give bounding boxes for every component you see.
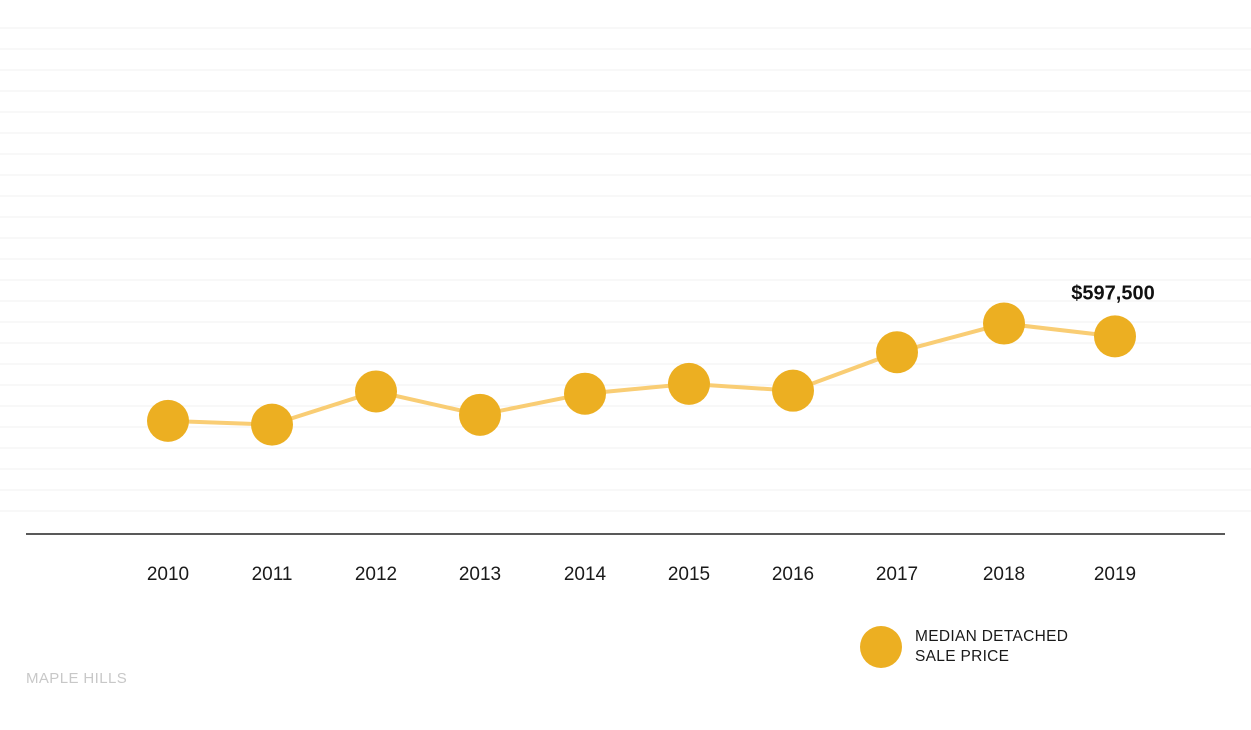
x-tick-label: 2012 — [355, 564, 397, 585]
data-point — [1094, 315, 1136, 358]
data-points — [147, 302, 1136, 446]
x-tick-label: 2013 — [459, 564, 501, 585]
x-tick-label: 2010 — [147, 564, 189, 585]
x-tick-label: 2014 — [564, 564, 607, 585]
data-point — [772, 369, 814, 412]
x-tick-label: 2017 — [876, 564, 918, 585]
legend-label: MEDIAN DETACHED SALE PRICE — [915, 627, 1090, 667]
legend-label-line1: MEDIAN DETACHED — [915, 628, 1069, 645]
data-point — [876, 331, 918, 374]
x-tick-labels: 2010 2011 2012 2013 2014 2015 2016 2017 2018 2019 — [147, 564, 1136, 585]
x-tick-label: 2015 — [668, 564, 710, 585]
data-label: $597,500 — [1071, 282, 1154, 304]
legend-marker-icon — [860, 626, 902, 668]
data-point — [147, 399, 189, 442]
legend-label-line2: SALE PRICE — [915, 648, 1010, 665]
legend: MEDIAN DETACHED SALE PRICE — [860, 626, 1090, 668]
grid-lines — [0, 27, 1251, 512]
data-point — [564, 372, 606, 415]
data-point — [355, 370, 397, 413]
x-tick-label: 2019 — [1094, 564, 1136, 585]
x-tick-label: 2016 — [772, 564, 814, 585]
series-line — [167, 321, 1116, 427]
data-point — [251, 403, 293, 446]
data-point — [459, 393, 501, 436]
region-label: MAPLE HILLS — [26, 670, 128, 687]
x-tick-label: 2018 — [983, 564, 1025, 585]
data-labels: $597,500 — [1071, 282, 1154, 304]
data-point — [983, 302, 1025, 345]
data-point — [668, 362, 710, 405]
x-tick-label: 2011 — [252, 564, 293, 585]
